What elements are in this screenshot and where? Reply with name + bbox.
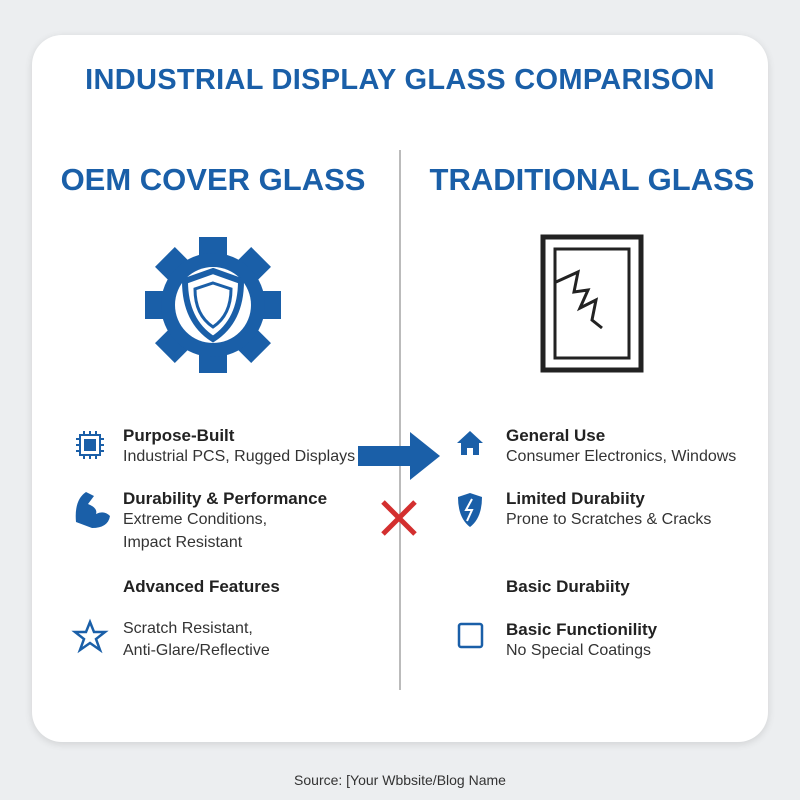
item-text: Prone to Scratches & Cracks [506, 511, 712, 528]
shield-icon [458, 493, 482, 527]
footer: Source: [Your Wbbsite/Blog Name [294, 772, 506, 788]
item-title: Purpose-Built [123, 426, 235, 445]
item-title: Limited Durabiity [506, 489, 645, 508]
title: INDUSTRIAL DISPLAY GLASS COMPARISON [85, 64, 715, 96]
item-title: Basic Functionility [506, 620, 658, 639]
item-title: Durability & Performance [123, 489, 328, 508]
column-heading: OEM COVER GLASS [60, 162, 366, 197]
item-title: Scratch Resistant, [123, 620, 253, 637]
item-text: No Special Coatings [506, 642, 651, 659]
item-text: Consumer Electronics, Windows [506, 448, 737, 465]
item-title: General Use [506, 426, 606, 445]
chip-icon [76, 431, 104, 459]
item-title: Advanced Features [123, 577, 280, 596]
item-text: Impact Resistant [123, 534, 243, 551]
square-icon [457, 622, 484, 649]
gear-shield-icon [145, 237, 281, 373]
item-title: Basic Durabiity [506, 577, 630, 596]
x-icon [381, 500, 417, 536]
house-icon [457, 431, 483, 455]
item-text: Anti-Glare/Reflective [123, 642, 270, 659]
item-text: Extreme Conditions, [123, 511, 268, 528]
item-text: Industrial PCS, Rugged Displays [123, 448, 356, 465]
star-icon [71, 618, 109, 654]
column-heading: TRADITIONAL GLASS [429, 162, 755, 197]
arrow-icon [358, 432, 440, 480]
broken-glass-icon [540, 234, 644, 373]
muscle-icon [75, 492, 110, 528]
